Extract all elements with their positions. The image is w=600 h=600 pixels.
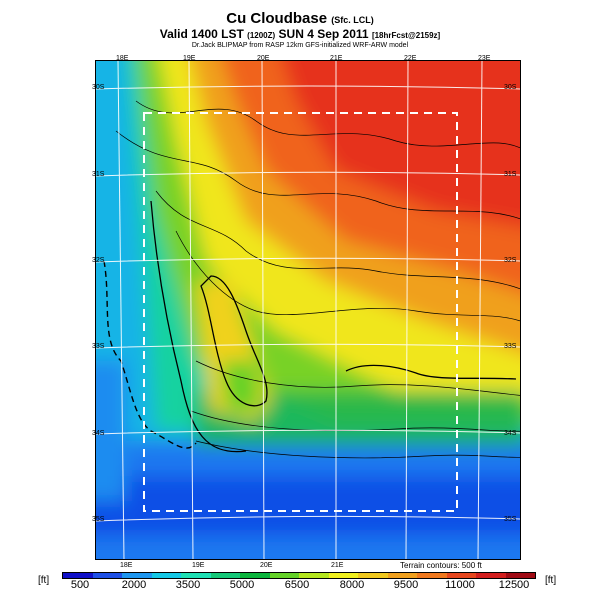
- terrain-contour-note: Terrain contours: 500 ft: [400, 561, 482, 570]
- lat-label-left: 35S: [92, 516, 105, 523]
- lon-label-bottom: 18E: [120, 562, 133, 569]
- lon-label-top: 19E: [183, 55, 196, 62]
- lon-label-top: 23E: [478, 55, 491, 62]
- colorbar-swatch: [417, 573, 447, 578]
- lat-label-right: 35S: [504, 516, 517, 523]
- lon-label-bottom: 19E: [192, 562, 205, 569]
- colorbar-swatch: [269, 573, 299, 578]
- colorbar: [62, 572, 536, 579]
- lon-label-top: 21E: [330, 55, 343, 62]
- valid-time-line: Valid 1400 LST (1200Z) SUN 4 Sep 2011 [1…: [0, 27, 600, 41]
- colorbar-labels: 500 2000 3500 5000 6500 8000 9500 11000 …: [62, 579, 536, 593]
- colorbar-swatch: [505, 573, 535, 578]
- map-field: [96, 61, 520, 559]
- colorbar-swatch: [122, 573, 152, 578]
- colorbar-tick-label: 2000: [121, 579, 147, 591]
- lat-label-right: 32S: [504, 257, 517, 264]
- colorbar-swatch: [210, 573, 240, 578]
- lat-label-left: 32S: [92, 257, 105, 264]
- lat-label-right: 31S: [504, 171, 517, 178]
- unit-left: [ft]: [38, 575, 50, 586]
- colorbar-swatch: [92, 573, 122, 578]
- title-text: Cu Cloudbase: [226, 10, 328, 27]
- colorbar-swatch: [181, 573, 211, 578]
- inner-domain-box: [143, 112, 458, 512]
- forecast-tag: [18hrFcst@2159z]: [371, 31, 441, 40]
- lat-label-left: 34S: [92, 430, 105, 437]
- lat-label-left: 31S: [92, 171, 105, 178]
- lat-label-left: 30S: [92, 84, 105, 91]
- lon-label-bottom: 21E: [331, 562, 344, 569]
- valid-zulu: (1200Z): [247, 31, 276, 40]
- lat-label-left: 33S: [92, 343, 105, 350]
- colorbar-tick-label: 12500: [498, 579, 530, 591]
- lat-label-right: 33S: [504, 343, 517, 350]
- colorbar-tick-label: 3500: [175, 579, 201, 591]
- colorbar-swatch: [446, 573, 476, 578]
- valid-date: SUN 4 Sep 2011: [278, 27, 369, 41]
- lon-label-top: 22E: [404, 55, 417, 62]
- valid-local: Valid 1400 LST: [159, 27, 244, 41]
- colorbar-swatch: [63, 573, 93, 578]
- lon-label-top: 20E: [257, 55, 270, 62]
- colorbar-swatch: [151, 573, 181, 578]
- lon-label-top: 18E: [116, 55, 129, 62]
- lat-label-right: 34S: [504, 430, 517, 437]
- colorbar-swatch: [387, 573, 417, 578]
- colorbar-tick-label: 5000: [229, 579, 255, 591]
- cloudbase-map: [95, 60, 521, 560]
- colorbar-tick-label: 500: [70, 579, 90, 591]
- chart-title: Cu Cloudbase (Sfc. LCL): [0, 10, 600, 27]
- colorbar-swatch: [476, 573, 506, 578]
- unit-right: [ft]: [545, 575, 557, 586]
- colorbar-tick-label: 8000: [339, 579, 365, 591]
- lon-label-bottom: 20E: [260, 562, 273, 569]
- colorbar-swatch: [299, 573, 329, 578]
- colorbar-tick-label: 9500: [393, 579, 419, 591]
- colorbar-tick-label: 6500: [284, 579, 310, 591]
- colorbar-swatch: [328, 573, 358, 578]
- lat-label-right: 30S: [504, 84, 517, 91]
- colorbar-swatch: [358, 573, 388, 578]
- colorbar-tick-label: 11000: [445, 579, 475, 591]
- title-suffix: (Sfc. LCL): [331, 15, 374, 25]
- model-credit: Dr.Jack BLIPMAP from RASP 12km GFS-initi…: [191, 42, 409, 49]
- colorbar-swatch: [240, 573, 270, 578]
